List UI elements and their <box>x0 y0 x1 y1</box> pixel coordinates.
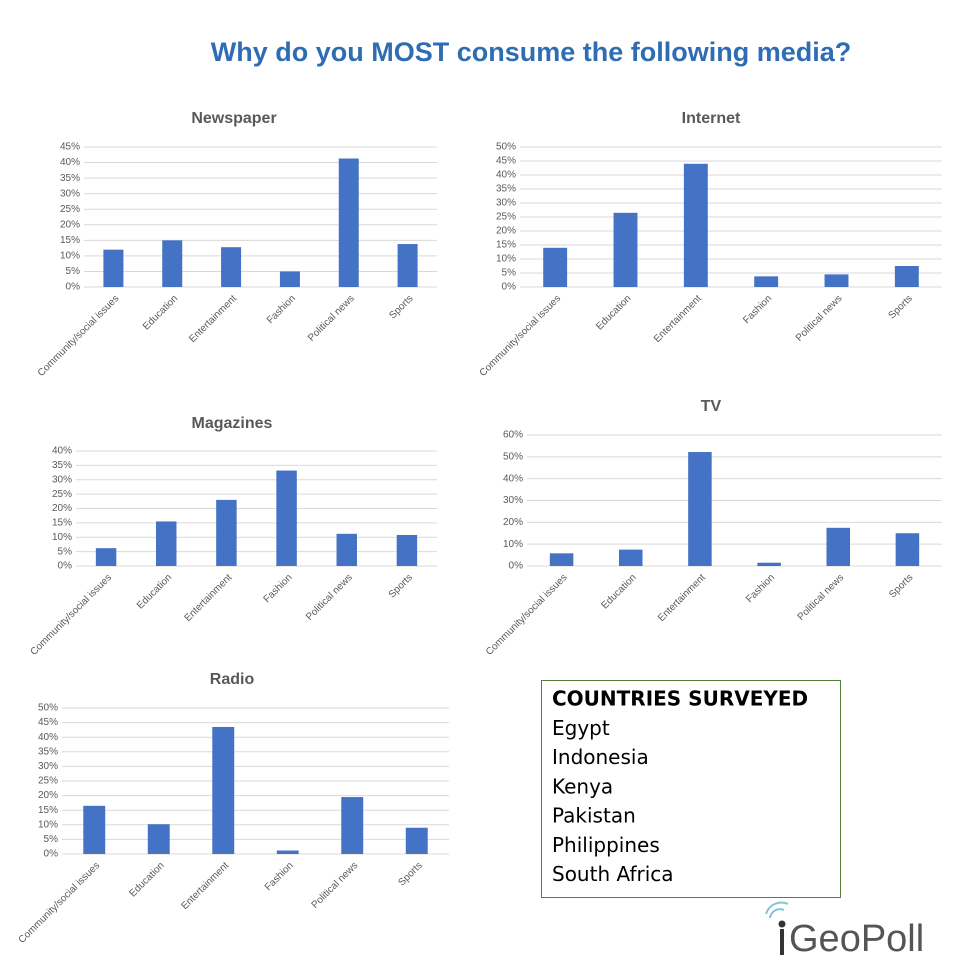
bar <box>397 244 418 287</box>
y-tick-label: 20% <box>38 790 58 801</box>
country: Egypt <box>552 716 610 740</box>
y-tick-label: 20% <box>52 503 72 514</box>
page-title: Why do you MOST consume the following me… <box>211 37 852 67</box>
bar <box>688 452 712 566</box>
y-tick-label: 10% <box>52 532 72 543</box>
bar <box>613 212 638 287</box>
chart-title: TV <box>701 398 722 415</box>
y-tick-label: 25% <box>60 204 80 215</box>
bar <box>276 470 297 566</box>
y-tick-label: 5% <box>502 268 517 279</box>
chart-title: Internet <box>682 110 741 127</box>
y-tick-label: 45% <box>496 156 516 167</box>
countries-title: COUNTRIES SURVEYED <box>552 687 808 711</box>
y-tick-label: 15% <box>496 240 516 251</box>
y-tick-label: 15% <box>38 805 58 816</box>
y-tick-label: 0% <box>502 282 517 293</box>
y-tick-label: 35% <box>496 184 516 195</box>
y-tick-label: 40% <box>503 473 523 484</box>
y-tick-label: 25% <box>496 212 516 223</box>
y-tick-label: 0% <box>58 561 73 572</box>
y-tick-label: 40% <box>60 157 80 168</box>
bar <box>147 824 170 854</box>
chart-title: Magazines <box>192 415 273 432</box>
y-tick-label: 35% <box>52 460 72 471</box>
y-tick-label: 5% <box>44 834 59 845</box>
y-tick-label: 15% <box>52 518 72 529</box>
countries-box <box>541 680 841 898</box>
bar <box>336 533 357 566</box>
bar <box>826 527 851 566</box>
bar <box>757 562 781 566</box>
bar <box>618 549 643 566</box>
y-tick-label: 10% <box>38 819 58 830</box>
y-tick-label: 10% <box>496 254 516 265</box>
y-tick-label: 40% <box>38 732 58 743</box>
y-tick-label: 50% <box>38 703 58 714</box>
y-tick-label: 20% <box>503 517 523 528</box>
bar <box>396 534 418 566</box>
bar <box>338 158 359 287</box>
y-tick-label: 25% <box>38 776 58 787</box>
y-tick-label: 30% <box>52 474 72 485</box>
y-tick-label: 5% <box>66 266 81 277</box>
bar <box>549 553 574 566</box>
y-tick-label: 60% <box>503 430 523 441</box>
y-tick-label: 10% <box>60 251 80 262</box>
bar <box>543 247 568 287</box>
y-tick-label: 35% <box>38 746 58 757</box>
y-tick-label: 40% <box>52 446 72 457</box>
country: Pakistan <box>552 804 636 828</box>
y-tick-label: 30% <box>503 495 523 506</box>
y-tick-label: 30% <box>496 198 516 209</box>
y-tick-label: 30% <box>38 761 58 772</box>
y-tick-label: 0% <box>509 561 524 572</box>
y-tick-label: 0% <box>44 849 59 860</box>
y-tick-label: 45% <box>38 717 58 728</box>
logo-text: GeoPoll <box>789 918 924 960</box>
bar <box>341 797 364 854</box>
y-tick-label: 25% <box>52 489 72 500</box>
y-tick-label: 40% <box>496 170 516 181</box>
country: Kenya <box>552 774 613 798</box>
y-tick-label: 30% <box>60 188 80 199</box>
bar <box>754 276 779 287</box>
bar <box>824 274 849 287</box>
bar <box>95 548 117 566</box>
y-tick-label: 10% <box>503 539 523 550</box>
y-tick-label: 20% <box>496 226 516 237</box>
bar <box>216 499 237 566</box>
country: South Africa <box>552 862 674 886</box>
y-tick-label: 35% <box>60 173 80 184</box>
bar <box>162 240 183 287</box>
y-tick-label: 50% <box>496 142 516 153</box>
bar <box>103 249 124 287</box>
bar <box>221 247 242 287</box>
y-tick-label: 45% <box>60 142 80 153</box>
y-tick-label: 15% <box>60 235 80 246</box>
y-tick-label: 5% <box>58 546 73 557</box>
country: Philippines <box>552 833 660 857</box>
chart-title: Newspaper <box>191 110 276 127</box>
bar <box>683 163 708 287</box>
bar <box>405 827 428 854</box>
y-tick-label: 0% <box>66 282 81 293</box>
bar <box>895 533 920 566</box>
bar <box>156 521 177 566</box>
bar <box>279 271 300 287</box>
y-tick-label: 20% <box>60 219 80 230</box>
y-tick-label: 50% <box>503 451 523 462</box>
logo-icon <box>765 901 789 955</box>
chart-title: Radio <box>210 671 255 688</box>
bar <box>83 805 106 854</box>
country: Indonesia <box>552 745 649 769</box>
bar <box>894 266 919 287</box>
bar <box>212 726 235 854</box>
bar <box>276 850 299 854</box>
